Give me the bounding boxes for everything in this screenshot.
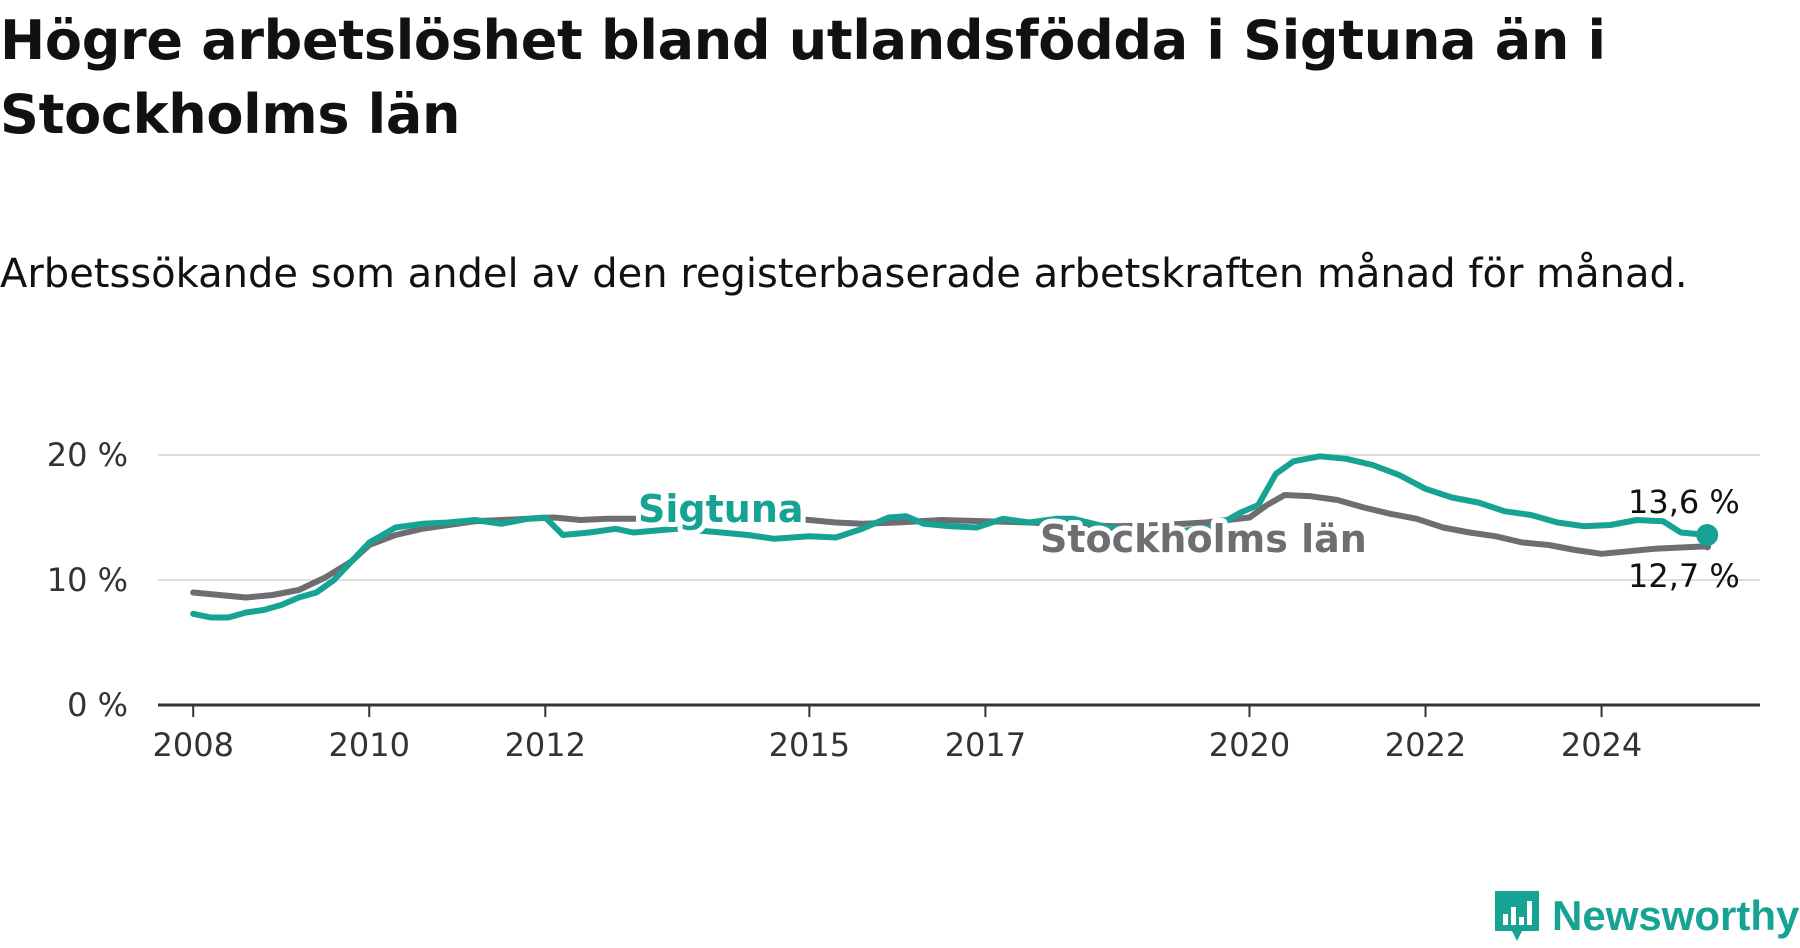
x-tick-label: 2010 (329, 726, 410, 764)
series-lines (190, 453, 1719, 621)
x-tick-label: 2024 (1561, 726, 1642, 764)
newsworthy-logo-text: Newsworthy (1552, 892, 1800, 939)
x-tick-label: 2020 (1209, 726, 1290, 764)
end-value-stockholms-lan: 12,7 % (1628, 557, 1740, 595)
y-tick-label: 20 % (47, 436, 128, 474)
x-tick-label: 2017 (945, 726, 1026, 764)
newsworthy-logo: Newsworthy (1492, 888, 1799, 944)
chart-title: Högre arbetslöshet bland utlandsfödda i … (0, 9, 1606, 146)
series-labels: Sigtuna Stockholms län 13,6 % 12,7 % (633, 482, 1740, 595)
series-line-sigtuna (190, 453, 1711, 621)
y-tick-label: 10 % (47, 561, 128, 599)
chart-subtitle: Arbetssökande som andel av den registerb… (0, 251, 1688, 297)
x-tick-label: 2015 (769, 726, 850, 764)
x-axis: 2008 2010 2012 2015 2017 2020 2022 2024 (152, 703, 1760, 764)
series-label-sigtuna: Sigtuna (638, 487, 804, 531)
y-tick-label: 0 % (67, 686, 128, 724)
end-value-sigtuna: 13,6 % (1628, 483, 1740, 521)
x-tick-label: 2008 (152, 726, 233, 764)
end-point-sigtuna (1696, 524, 1719, 546)
x-tick-label: 2012 (505, 726, 586, 764)
series-line-stockholms-l-n (190, 492, 1711, 601)
line-chart: 0 % 10 % 20 % 2008 2010 2012 2015 2017 2020 2022… (47, 436, 1760, 764)
gridlines (158, 454, 1760, 581)
series-label-stockholms-lan: Stockholms län (1040, 517, 1367, 561)
newsworthy-logo-icon (1495, 891, 1539, 941)
y-axis: 0 % 10 % 20 % (47, 436, 128, 724)
x-tick-label: 2022 (1385, 726, 1466, 764)
